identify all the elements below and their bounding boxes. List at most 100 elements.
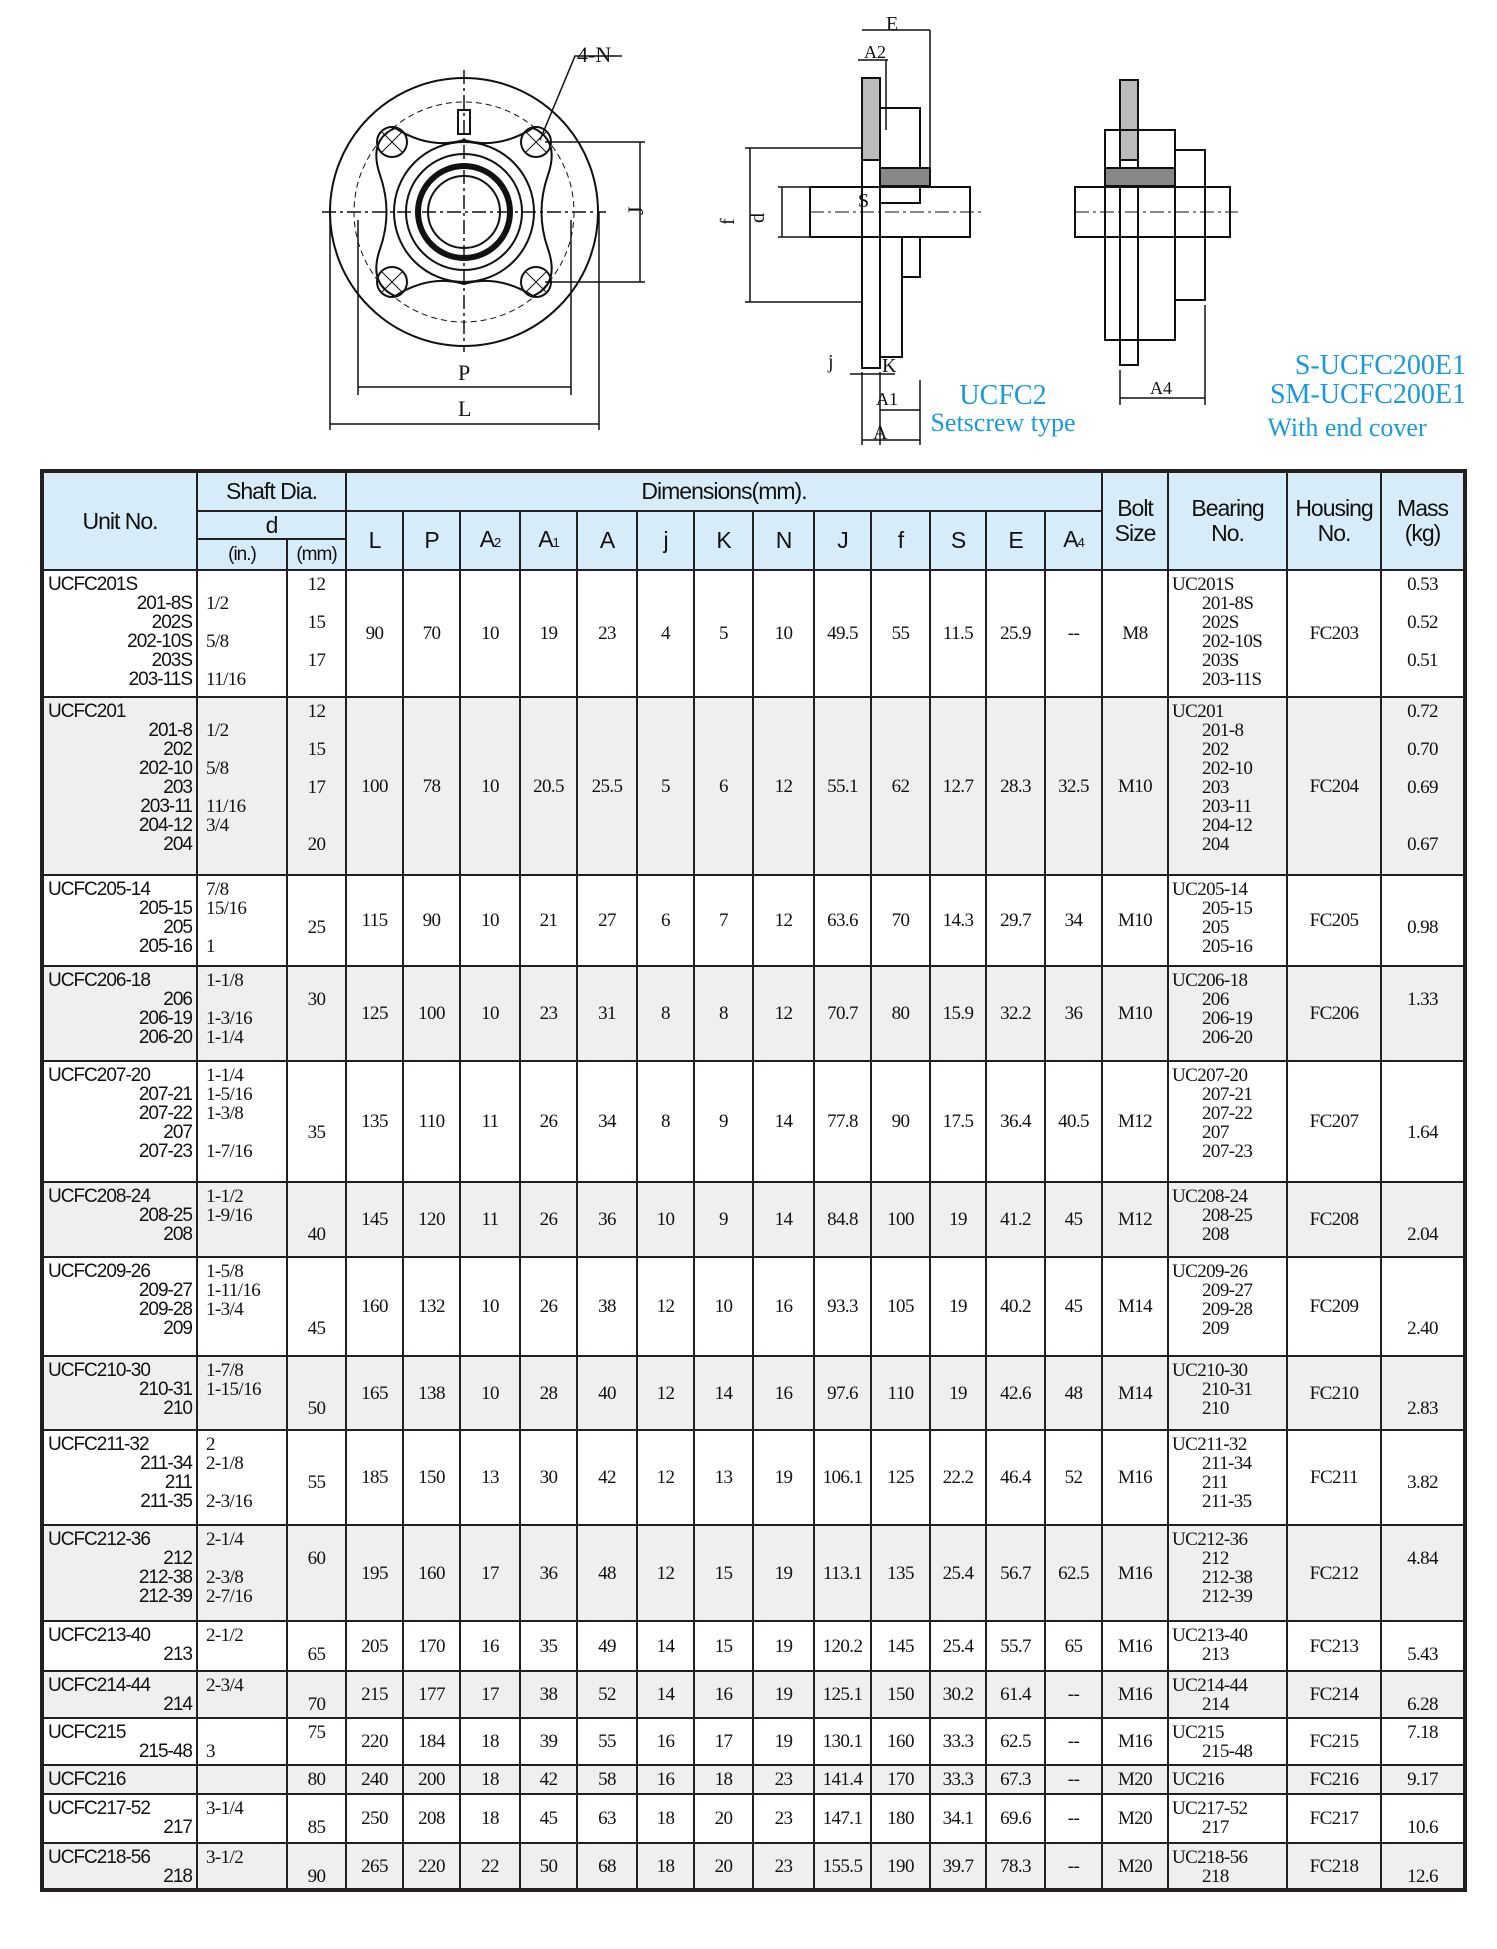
housing-no-cell: FC208: [1286, 1181, 1383, 1258]
header-dim-J: J: [813, 510, 872, 571]
dim-L-cell: 250: [345, 1793, 404, 1844]
dim-A1-cell: 30: [519, 1429, 578, 1526]
mass-cell-line: 2.40: [1407, 1318, 1438, 1339]
shaft-in-cell: 2 2-1/8 2-3/16: [196, 1429, 288, 1526]
bearing-no-cell-line: UC212-36: [1172, 1529, 1248, 1550]
shaft-mm-cell: 12 15 17 20: [286, 696, 347, 876]
unit-no-cell-line: 201-8: [148, 720, 193, 741]
shaft-in-cell-line: [206, 1867, 286, 1886]
mass-cell-line: 9.17: [1407, 1769, 1438, 1790]
dim-A4-cell: --: [1043, 1670, 1104, 1719]
shaft-in-cell: 1-7/8 1-15/16: [196, 1355, 288, 1431]
mass-cell-line: [1382, 1492, 1463, 1511]
shaft-in-cell-line: [206, 1695, 286, 1714]
dim-E-cell: 41.2: [985, 1181, 1046, 1258]
dim-A1-cell: 21: [519, 874, 578, 967]
dim-A4-cell: --: [1043, 1842, 1104, 1891]
dim-E-cell: 32.2: [985, 965, 1046, 1062]
bearing-no-cell-line: UC207-20: [1172, 1065, 1248, 1086]
bearing-no-cell: UC201 201-8 202 202-10 203 203-11 204-12 204: [1167, 696, 1289, 876]
dim-f-cell: 62: [870, 696, 931, 876]
mass-cell-line: [1382, 816, 1463, 835]
unit-no-cell-line: 210: [163, 1398, 193, 1419]
housing-no-cell: FC204: [1286, 696, 1383, 876]
bearing-no-cell: UC212-36 212 212-38 212-39: [1167, 1524, 1289, 1622]
mass-cell-line: 0.67: [1407, 834, 1438, 855]
bearing-no-cell-line: 218: [1202, 1866, 1229, 1887]
bearing-no-cell-line: 207-22: [1202, 1103, 1253, 1124]
bolt-size-cell: M20: [1101, 1793, 1170, 1844]
shaft-in-cell-line: [206, 651, 286, 670]
dim-K-cell: 17: [693, 1717, 754, 1766]
dim-S-cell: 39.7: [929, 1842, 987, 1891]
dim-L-cell: 265: [345, 1842, 404, 1891]
mass-cell-line: [1382, 1281, 1463, 1300]
bearing-no-cell-line: 211-34: [1202, 1453, 1252, 1474]
bearing-no-cell-line: 203S: [1202, 650, 1239, 671]
bolt-size-cell: M10: [1101, 874, 1170, 967]
housing-no-cell: FC217: [1286, 1793, 1383, 1844]
shaft-in-cell-line: 1-9/16: [206, 1205, 253, 1226]
label-f: f: [717, 218, 739, 225]
mass-cell-line: [1382, 937, 1463, 956]
bearing-no-cell: UC215 215-48: [1167, 1717, 1289, 1766]
dim-A1-cell: 26: [519, 1256, 578, 1357]
mass-cell: 7.18: [1380, 1717, 1467, 1766]
dim-P-cell: 90: [402, 874, 461, 967]
shaft-mm-cell: 65: [286, 1620, 347, 1672]
shaft-mm-cell: 35: [286, 1060, 347, 1183]
bearing-no-cell-line: 207-23: [1202, 1141, 1253, 1162]
shaft-mm-cell-line: [288, 1142, 345, 1161]
table-row: UCFC208-24 208-25 208 1-1/2 1-9/16 40 145 120 11…: [41, 1181, 1467, 1258]
shaft-mm-cell: 45: [286, 1256, 347, 1357]
unit-no-cell-line: UCFC213-40: [48, 1625, 151, 1646]
dim-J-cell: 113.1: [813, 1524, 872, 1622]
dim-N-cell: 23: [752, 1764, 815, 1795]
unit-no-cell-line: 211: [164, 1472, 193, 1493]
mass-cell-line: [1382, 721, 1463, 740]
shaft-mm-cell-line: 70: [307, 1694, 326, 1715]
shaft-in-cell: 2-3/4: [196, 1670, 288, 1719]
unit-no-cell: UCFC208-24 208-25 208: [41, 1181, 198, 1258]
dim-E-cell: 42.6: [985, 1355, 1046, 1431]
housing-no-cell: FC207: [1286, 1060, 1383, 1183]
dim-A2-cell: 10: [459, 569, 521, 698]
dim-A2-cell: 11: [459, 1181, 521, 1258]
dim-E-cell: 62.5: [985, 1717, 1046, 1766]
front-view: [322, 55, 645, 430]
shaft-in-cell-line: 1-1/8: [206, 970, 244, 991]
shaft-in-cell: 1-1/8 1-3/16 1-1/4: [196, 965, 288, 1062]
mass-cell-line: 0.70: [1407, 739, 1438, 760]
dim-E-cell: 29.7: [985, 874, 1046, 967]
dim-A-cell: 31: [576, 965, 638, 1062]
label-a1: A1: [876, 389, 898, 409]
bearing-no-cell: UC213-40 213: [1167, 1620, 1289, 1672]
dim-S-cell: 25.4: [929, 1524, 987, 1622]
shaft-in-cell-line: 1-7/8: [206, 1360, 244, 1381]
dim-A-cell: 68: [576, 1842, 638, 1891]
header-dim-label: A: [479, 525, 495, 552]
unit-no-cell-line: 209: [163, 1318, 193, 1339]
unit-no-cell-line: 218: [163, 1866, 193, 1887]
shaft-mm-cell-line: 15: [307, 612, 326, 633]
mass-cell-line: [1382, 1085, 1463, 1104]
bearing-no-cell: UC206-18 206 206-19 206-20: [1167, 965, 1289, 1062]
mass-cell-line: 12.6: [1407, 1866, 1438, 1887]
housing-no-cell: FC211: [1286, 1429, 1383, 1526]
shaft-mm-cell: 90: [286, 1842, 347, 1891]
bearing-no-cell-line: UC205-14: [1172, 879, 1248, 900]
shaft-mm-cell: 80: [286, 1764, 347, 1795]
dim-E-cell: 40.2: [985, 1256, 1046, 1357]
mass-cell-line: 1.33: [1407, 989, 1438, 1010]
bearing-no-cell-line: 214: [1202, 1694, 1229, 1715]
unit-no-cell-line: UCFC208-24: [48, 1186, 151, 1207]
shaft-in-cell-line: [206, 1225, 286, 1244]
shaft-mm-cell-line: 12: [307, 701, 326, 722]
shaft-in-cell-line: 1-3/16: [206, 1008, 253, 1029]
mass-cell-line: 0.51: [1407, 650, 1438, 671]
mass-cell: 3.82: [1380, 1429, 1467, 1526]
mass-cell: 2.04: [1380, 1181, 1467, 1258]
shaft-mm-cell-line: 12: [307, 574, 326, 595]
unit-no-cell: UCFC215 215-48: [41, 1717, 198, 1766]
shaft-in-cell-line: 2-1/8: [206, 1453, 244, 1474]
